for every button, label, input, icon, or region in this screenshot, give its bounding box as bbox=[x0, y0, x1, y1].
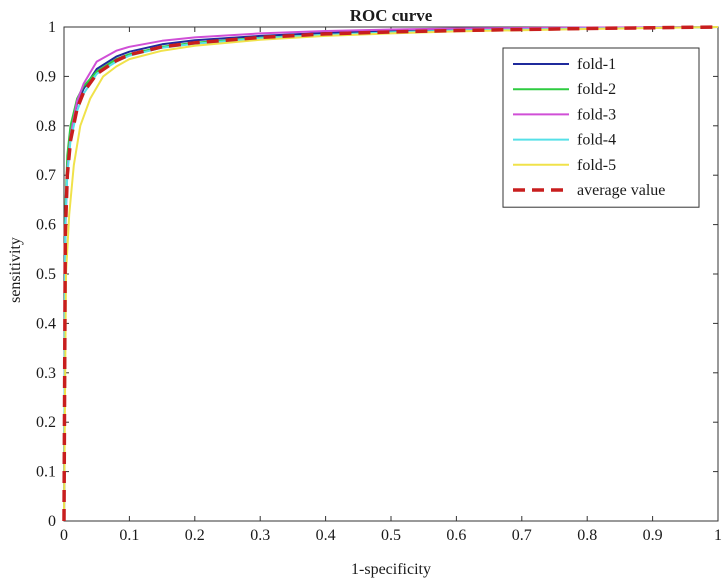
y-tick-label: 0.3 bbox=[36, 365, 56, 382]
y-tick-label: 0.1 bbox=[36, 464, 56, 481]
y-tick-label: 0.5 bbox=[36, 266, 56, 283]
y-tick-label: 0.9 bbox=[36, 68, 56, 85]
y-tick-label: 0.7 bbox=[36, 167, 56, 184]
legend-label-5: fold-5 bbox=[577, 157, 616, 174]
y-axis-label: sensitivity bbox=[7, 237, 24, 303]
y-tick-label: 1 bbox=[48, 19, 56, 36]
y-tick-label: 0 bbox=[48, 513, 56, 530]
x-tick-label: 0.7 bbox=[512, 527, 532, 544]
x-axis-label: 1-specificity bbox=[351, 561, 431, 578]
legend-label-2: fold-2 bbox=[577, 81, 616, 98]
legend-label-6: average value bbox=[577, 182, 665, 199]
x-tick-label: 0.4 bbox=[316, 527, 336, 544]
x-tick-label: 0.3 bbox=[250, 527, 270, 544]
legend-label-1: fold-1 bbox=[577, 56, 616, 73]
legend: fold-1 fold-2 fold-3 fold-4 fold-5 average va… bbox=[502, 47, 700, 208]
legend-label-4: fold-4 bbox=[577, 132, 616, 149]
x-tick-label: 1 bbox=[714, 527, 722, 544]
y-tick-label: 0.4 bbox=[36, 315, 56, 332]
x-tick-label: 0.5 bbox=[381, 527, 401, 544]
x-tick-label: 0.1 bbox=[119, 527, 139, 544]
x-tick-label: 0.6 bbox=[446, 527, 466, 544]
y-tick-label: 0.8 bbox=[36, 118, 56, 135]
x-tick-label: 0.8 bbox=[577, 527, 597, 544]
x-tick-label: 0.9 bbox=[643, 527, 663, 544]
chart-title: ROC curve bbox=[350, 6, 433, 25]
plot-area: 0 0.1 0.2 0.3 0.4 0.5 0.6 0.7 0.8 0.9 1 0 0.1 0.2 0.3 0… bbox=[36, 19, 722, 544]
y-tick-label: 0.6 bbox=[36, 217, 56, 234]
y-tick-label: 0.2 bbox=[36, 414, 56, 431]
series-line-6 bbox=[62, 25, 719, 522]
legend-box bbox=[502, 47, 700, 208]
legend-label-3: fold-3 bbox=[577, 106, 616, 123]
series-line-5 bbox=[63, 26, 719, 522]
x-tick-label: 0 bbox=[60, 527, 68, 544]
x-tick-label: 0.2 bbox=[185, 527, 205, 544]
